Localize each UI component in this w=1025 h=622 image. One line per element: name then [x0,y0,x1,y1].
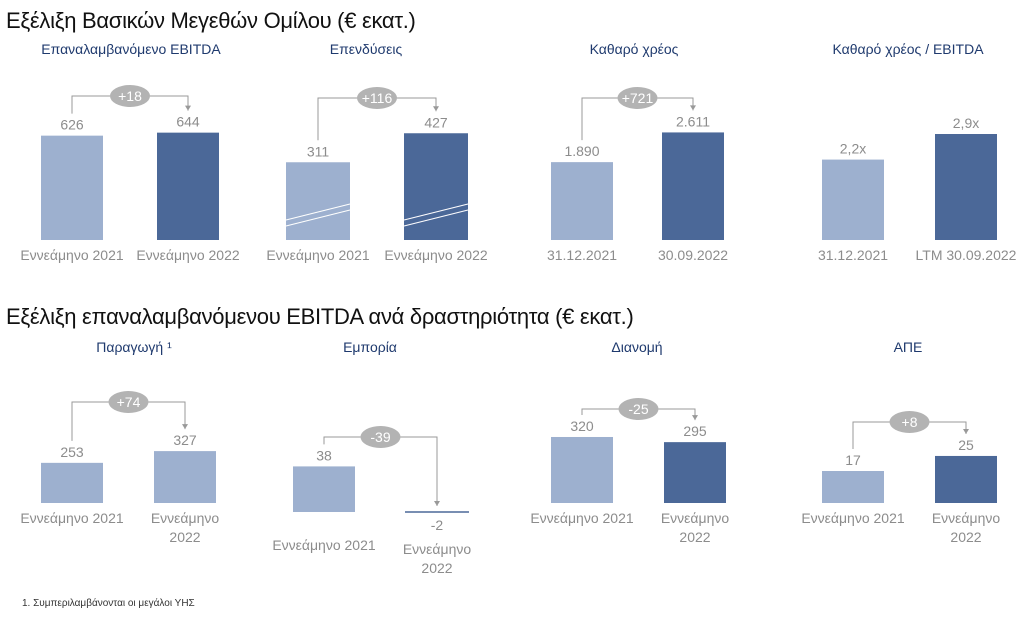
change-bubble-6 [618,398,659,420]
bar-2-0 [551,162,613,240]
value-label-4-0: 253 [60,444,84,460]
value-label-2-0: 1.890 [564,143,599,159]
bar-0-1 [157,132,219,240]
change-bubble-7 [889,411,930,433]
change-bubble-5 [360,426,401,448]
category-label-5-1-b: 2022 [421,560,452,576]
change-bubble-1 [357,87,397,109]
category-label-2-1: 30.09.2022 [658,247,728,263]
change-bubble-2 [617,87,658,109]
bracket-arrow-1 [433,106,439,112]
value-label-2-1: 2.611 [676,113,710,129]
bracket-arrow-5 [434,501,440,506]
chart-title-net-debt: Καθαρό χρέος [589,41,679,57]
change-bubble-0 [110,85,150,107]
category-label-6-1-b: 2022 [679,529,710,545]
change-bubble-4 [108,391,149,413]
chart-title-trading: Εμπορία [343,339,397,355]
category-label-1-0: Εννεάμηνο 2021 [266,247,370,263]
value-label-0-0: 626 [60,117,84,133]
change-label-0: +18 [118,88,142,104]
bar-0-0 [41,135,103,240]
change-label-7: +8 [902,414,918,430]
bar-6-0 [551,436,613,503]
category-label-4-1: Εννεάμηνο [151,510,220,526]
bar-2-1 [662,132,724,240]
chart-title-distribution: Διανομή [611,339,663,355]
category-label-7-1: Εννεάμηνο [932,510,1001,526]
value-label-1-1: 427 [424,114,448,130]
bracket-arrow-6 [692,415,698,421]
category-label-1-1: Εννεάμηνο 2022 [384,247,488,263]
bracket-arrow-7 [963,428,969,434]
value-label-1-0: 311 [307,143,330,159]
chart-title-net-debt-ebitda: Καθαρό χρέος / EBITDA [832,41,984,57]
category-label-4-0: Εννεάμηνο 2021 [20,510,124,526]
value-label-3-0: 2,2x [840,141,866,157]
category-label-5-0: Εννεάμηνο 2021 [272,537,376,553]
hatch-line [403,203,469,221]
footnote: 1. Συμπεριλαμβάνονται οι μεγάλοι ΥΗΣ [22,598,195,609]
bracket-arrow-0 [185,105,191,111]
bar-4-1 [154,451,216,503]
value-label-7-1: 25 [958,437,974,453]
category-label-5-1: Εννεάμηνο [403,541,472,557]
category-label-2-0: 31.12.2021 [547,247,617,263]
bar-4-0 [41,462,103,503]
bar-1-1 [404,133,468,240]
bar-7-1 [935,455,997,503]
value-label-4-1: 327 [173,432,197,448]
section-title-activity: Εξέλιξη επαναλαμβανόμενου EBITDA ανά δρα… [6,304,634,329]
chart-title-investments: Επενδύσεις [329,41,403,57]
value-label-5-0: 38 [316,447,332,463]
category-label-4-1-b: 2022 [169,529,200,545]
change-label-4: +74 [117,394,141,410]
hatch-line [285,203,351,221]
bar-3-0 [822,159,884,240]
category-label-7-1-b: 2022 [950,529,981,545]
hatch-line [285,209,351,227]
change-label-2: +721 [622,90,654,106]
change-label-6: -25 [628,401,648,417]
category-label-6-1: Εννεάμηνο [661,510,730,526]
bracket-arrow-4 [182,424,188,430]
bar-5-0 [293,466,355,512]
category-label-0-0: Εννεάμηνο 2021 [20,247,124,263]
category-label-3-1: LTM 30.09.2022 [916,247,1017,263]
bar-6-1 [664,442,726,503]
section-title-group: Εξέλιξη Βασικών Μεγεθών Ομίλου (€ εκατ.) [6,8,416,33]
value-label-0-1: 644 [176,114,200,130]
category-label-3-0: 31.12.2021 [818,247,888,263]
bracket-arrow-2 [690,105,696,111]
value-label-5-1: -2 [431,517,444,533]
change-label-1: +116 [362,90,393,106]
value-label-6-0: 320 [570,418,594,434]
category-label-0-1: Εννεάμηνο 2022 [136,247,240,263]
value-label-6-1: 295 [683,423,707,439]
chart-title-production: Παραγωγή ¹ [96,339,172,355]
value-label-3-1: 2,9x [953,115,979,131]
hatch-line [403,209,469,227]
category-label-6-0: Εννεάμηνο 2021 [530,510,634,526]
chart-title-ebitda: Επαναλαμβανόμενο EBITDA [41,41,221,57]
category-label-7-0: Εννεάμηνο 2021 [801,510,905,526]
bar-7-0 [822,471,884,503]
change-label-5: -39 [370,429,390,445]
chart-title-res: ΑΠΕ [893,339,923,355]
bar-1-0 [286,162,350,240]
value-label-7-0: 17 [845,452,861,468]
bar-3-1 [935,134,997,240]
